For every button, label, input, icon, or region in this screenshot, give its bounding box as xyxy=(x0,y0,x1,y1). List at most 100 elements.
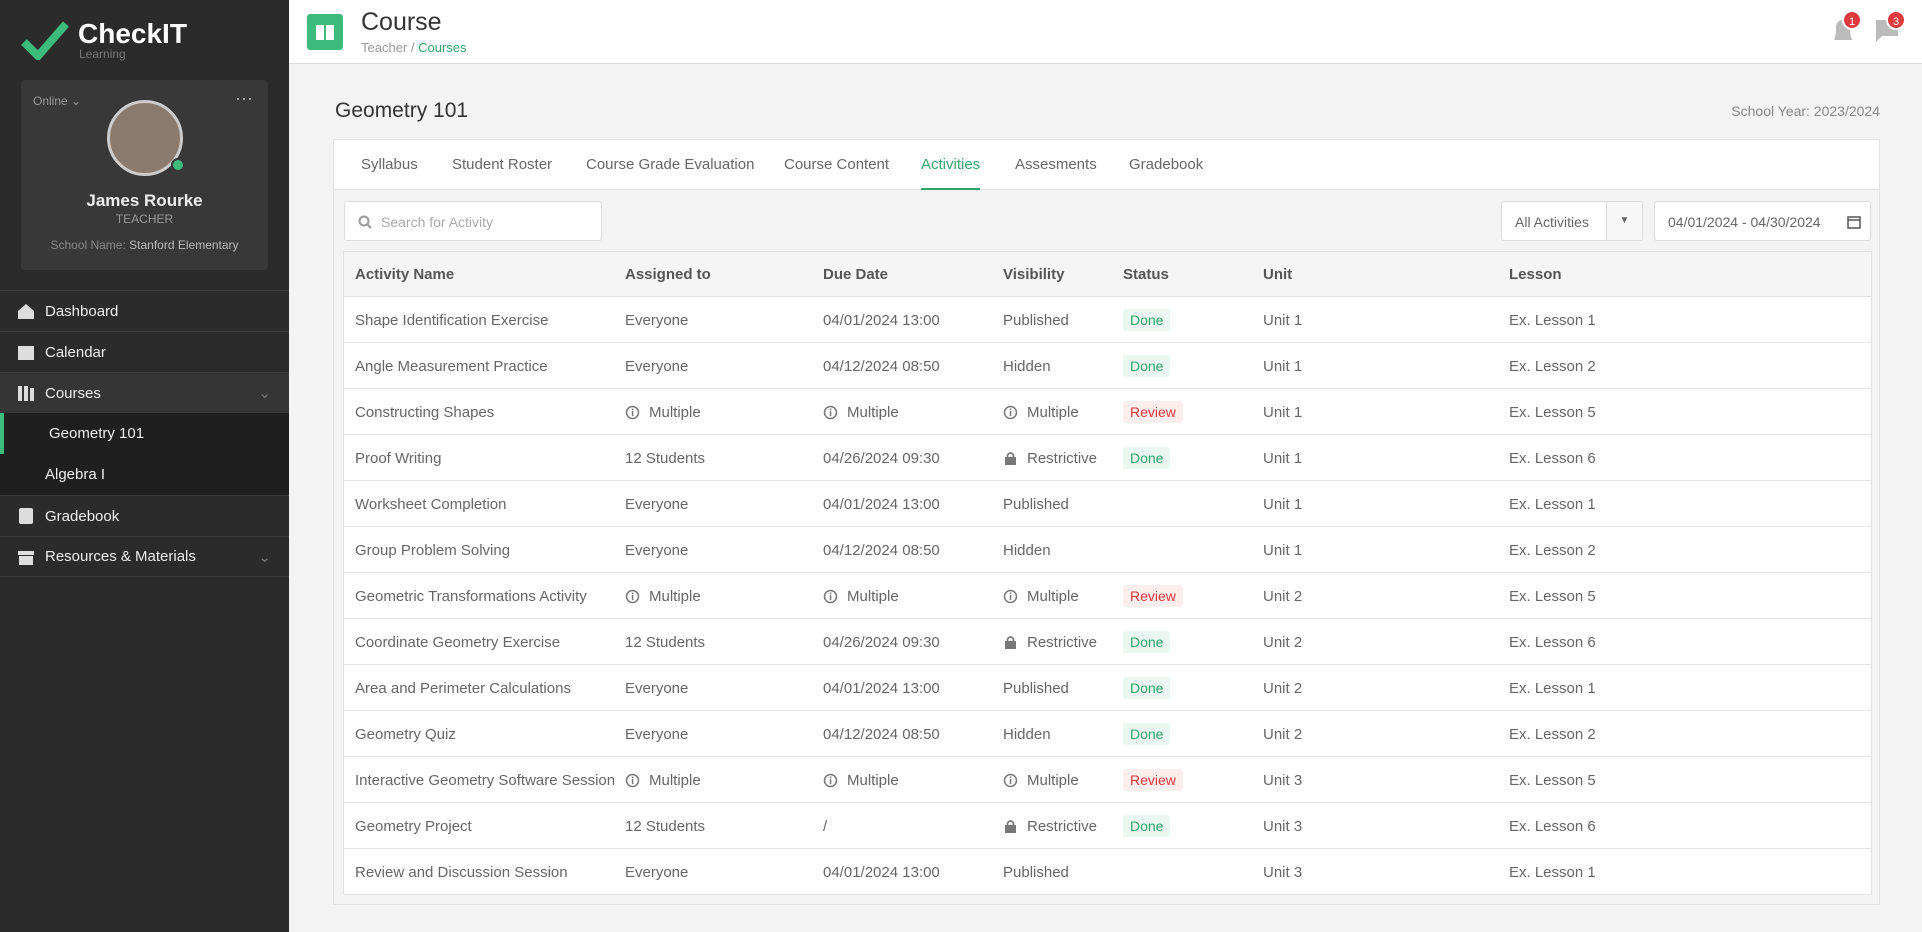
table-cell: Worksheet Completion xyxy=(355,481,506,527)
column-header: Due Date xyxy=(823,266,889,283)
online-dot xyxy=(171,158,185,172)
cell-text: Ex. Lesson 2 xyxy=(1509,357,1596,375)
date-range-picker[interactable]: 04/01/2024 - 04/30/2024 xyxy=(1654,201,1871,241)
icon xyxy=(18,550,34,565)
chevron: ⌄ xyxy=(258,385,271,402)
column-header: Visibility xyxy=(1003,266,1065,283)
search-input[interactable]: Search for Activity xyxy=(344,201,602,241)
table-cell: Restrictive xyxy=(1003,619,1097,665)
cell-text: Review and Discussion Session xyxy=(355,863,568,881)
cell-text: Multiple xyxy=(1027,403,1079,421)
status-dropdown[interactable]: Online ⌄ xyxy=(33,94,82,108)
status: Online xyxy=(33,94,68,108)
table-cell: Group Problem Solving xyxy=(355,527,510,573)
cell-text: Hidden xyxy=(1003,541,1051,559)
nav-label: Gradebook xyxy=(45,507,120,525)
table-cell: Everyone xyxy=(625,527,688,573)
nav-item[interactable]: Dashboard xyxy=(0,290,289,331)
table-row: Geometry Project 12 Students / Restrictive D… xyxy=(344,803,1871,849)
table-cell: Multiple xyxy=(1003,389,1079,435)
tab[interactable]: Assesments xyxy=(1015,156,1097,173)
nav-subitem[interactable]: Algebra I xyxy=(0,454,289,495)
nav-item[interactable]: Resources & Materials ⌄ xyxy=(0,536,289,577)
tab[interactable]: Activities xyxy=(921,140,981,190)
cell-text: 04/01/2024 13:00 xyxy=(823,495,940,513)
cell-text: Area and Perimeter Calculations xyxy=(355,679,571,697)
cell-text: 04/26/2024 09:30 xyxy=(823,633,940,651)
cell-text: Unit 1 xyxy=(1263,311,1303,329)
table-cell: Unit 1 xyxy=(1263,435,1302,481)
nav-item[interactable]: Calendar xyxy=(0,331,289,372)
cell-text: Unit 2 xyxy=(1263,725,1303,743)
table-cell: Published xyxy=(1003,481,1069,527)
nav-subitem[interactable]: Geometry 101 xyxy=(0,413,289,454)
cell-text: Coordinate Geometry Exercise xyxy=(355,633,561,651)
more-button[interactable]: ··· xyxy=(235,88,253,108)
cell-text: Geometry Project xyxy=(355,817,472,835)
table-cell: Published xyxy=(1003,849,1069,895)
cell-text: Unit 3 xyxy=(1263,863,1303,881)
table-header: Activity Name Assigned to Due Date Visibili… xyxy=(344,252,1871,297)
column-header: Status xyxy=(1123,266,1169,283)
table-cell: 04/01/2024 13:00 xyxy=(823,297,940,343)
tab[interactable]: Syllabus xyxy=(361,156,418,173)
table-cell: Done xyxy=(1123,343,1171,389)
school-label: School Name: xyxy=(50,238,126,252)
table-cell: Unit 1 xyxy=(1263,481,1302,527)
search-placeholder: Search for Activity xyxy=(381,214,494,230)
cell-text: Multiple xyxy=(1027,771,1079,789)
table-cell: / xyxy=(823,803,827,849)
cell-text: Hidden xyxy=(1003,725,1051,743)
cell-text: Multiple xyxy=(649,771,701,789)
nav-item[interactable]: Courses ⌄ xyxy=(0,372,289,413)
table-cell: 04/12/2024 08:50 xyxy=(823,343,940,389)
cell-text: 12 Students xyxy=(625,449,706,467)
nav-label: Resources & Materials xyxy=(45,548,196,565)
cell-text: Restrictive xyxy=(1027,817,1098,835)
table-row: Coordinate Geometry Exercise 12 Students 0… xyxy=(344,619,1871,665)
status-badge: Done xyxy=(1123,815,1171,837)
breadcrumb-item[interactable]: Courses xyxy=(418,40,467,55)
table-row: Proof Writing 12 Students 04/26/2024 09:30… xyxy=(344,435,1871,481)
school-year: School Year: 2023/2024 xyxy=(1731,103,1880,119)
table-cell: Multiple xyxy=(823,389,899,435)
tab[interactable]: Gradebook xyxy=(1129,156,1204,173)
cell-text: Geometric Transformations Activity xyxy=(355,587,587,605)
tab[interactable]: Student Roster xyxy=(452,156,553,173)
breadcrumb-item[interactable]: Teacher xyxy=(361,40,408,55)
table-cell: Unit 3 xyxy=(1263,849,1302,895)
table-row: Review and Discussion Session Everyone 04/… xyxy=(344,849,1871,895)
cell-text: Ex. Lesson 2 xyxy=(1509,725,1596,743)
cell-text: Everyone xyxy=(625,311,689,329)
tab[interactable]: Course Grade Evaluation xyxy=(586,156,755,173)
table-cell: Done xyxy=(1123,435,1171,481)
tab[interactable]: Course Content xyxy=(784,156,890,173)
table-cell: Everyone xyxy=(625,849,688,895)
table-cell: Multiple xyxy=(625,389,701,435)
table-cell: Everyone xyxy=(625,711,688,757)
table-cell: Ex. Lesson 5 xyxy=(1509,573,1596,619)
tab-bar: Syllabus Student Roster Course Grade Evalu… xyxy=(334,140,1879,190)
table-cell: Multiple xyxy=(1003,573,1079,619)
icon xyxy=(18,346,34,360)
table-cell: Ex. Lesson 1 xyxy=(1509,665,1596,711)
cell-text: Published xyxy=(1003,311,1069,329)
status-badge: Done xyxy=(1123,677,1171,699)
table-cell: Review xyxy=(1123,573,1183,619)
sidebar: CheckIT Learning Online ⌄ ··· James Rour… xyxy=(0,0,289,932)
table-row: Group Problem Solving Everyone 04/12/2024 … xyxy=(344,527,1871,573)
activity-filter[interactable]: All Activities ▼ xyxy=(1501,201,1643,241)
table-cell: Proof Writing xyxy=(355,435,441,481)
table-cell: 04/01/2024 13:00 xyxy=(823,849,940,895)
cell-text: Unit 1 xyxy=(1263,495,1303,513)
nav-item[interactable]: Gradebook xyxy=(0,495,289,536)
table-cell: Everyone xyxy=(625,665,688,711)
table-cell: Ex. Lesson 1 xyxy=(1509,481,1596,527)
icon xyxy=(18,304,34,319)
table-cell: Done xyxy=(1123,665,1171,711)
table-row: Constructing Shapes Multiple Multiple Multi… xyxy=(344,389,1871,435)
breadcrumb: Teacher / Courses xyxy=(361,40,467,55)
cell-text: 04/01/2024 13:00 xyxy=(823,863,940,881)
table-cell: Done xyxy=(1123,619,1171,665)
